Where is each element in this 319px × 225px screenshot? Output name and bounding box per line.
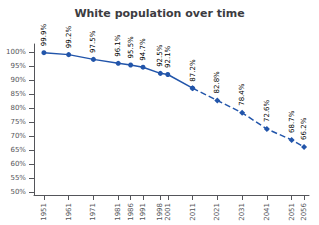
svg-text:1998: 1998 bbox=[156, 203, 165, 221]
svg-text:50%: 50% bbox=[10, 188, 26, 196]
svg-text:78.4%: 78.4% bbox=[238, 83, 246, 106]
svg-text:95%: 95% bbox=[10, 62, 26, 70]
svg-text:72.6%: 72.6% bbox=[263, 99, 271, 122]
svg-text:1991: 1991 bbox=[139, 203, 147, 221]
svg-text:82.8%: 82.8% bbox=[213, 71, 221, 94]
svg-text:95.5%: 95.5% bbox=[127, 36, 135, 59]
svg-text:2021: 2021 bbox=[213, 203, 221, 221]
svg-text:55%: 55% bbox=[10, 174, 26, 182]
svg-text:2051: 2051 bbox=[288, 203, 296, 221]
svg-text:2056: 2056 bbox=[300, 202, 308, 220]
svg-text:92.5%: 92.5% bbox=[156, 44, 165, 67]
svg-text:1981: 1981 bbox=[114, 203, 122, 221]
svg-text:99.9%: 99.9% bbox=[40, 24, 48, 47]
svg-text:92.1%: 92.1% bbox=[164, 45, 172, 68]
svg-text:97.5%: 97.5% bbox=[89, 30, 97, 53]
svg-text:75%: 75% bbox=[10, 118, 26, 126]
svg-text:68.7%: 68.7% bbox=[288, 110, 296, 133]
svg-text:1951: 1951 bbox=[40, 203, 48, 221]
svg-text:2001: 2001 bbox=[164, 203, 172, 221]
svg-text:70%: 70% bbox=[10, 132, 26, 140]
svg-text:1986: 1986 bbox=[127, 202, 135, 220]
svg-text:White population over time: White population over time bbox=[74, 7, 244, 20]
svg-text:85%: 85% bbox=[10, 90, 26, 98]
svg-text:2011: 2011 bbox=[189, 203, 197, 221]
svg-text:90%: 90% bbox=[10, 76, 26, 84]
svg-text:2031: 2031 bbox=[238, 203, 246, 221]
svg-text:100%: 100% bbox=[6, 48, 26, 56]
svg-text:94.7%: 94.7% bbox=[139, 38, 147, 61]
svg-text:1971: 1971 bbox=[89, 203, 97, 221]
svg-text:99.2%: 99.2% bbox=[65, 26, 73, 49]
svg-text:66.2%: 66.2% bbox=[300, 117, 308, 140]
svg-text:2041: 2041 bbox=[263, 203, 271, 221]
svg-text:1961: 1961 bbox=[65, 203, 73, 221]
svg-text:96.1%: 96.1% bbox=[114, 34, 122, 57]
svg-text:60%: 60% bbox=[10, 160, 26, 168]
svg-text:87.2%: 87.2% bbox=[189, 59, 197, 82]
svg-text:80%: 80% bbox=[10, 104, 26, 112]
svg-text:65%: 65% bbox=[10, 146, 26, 154]
